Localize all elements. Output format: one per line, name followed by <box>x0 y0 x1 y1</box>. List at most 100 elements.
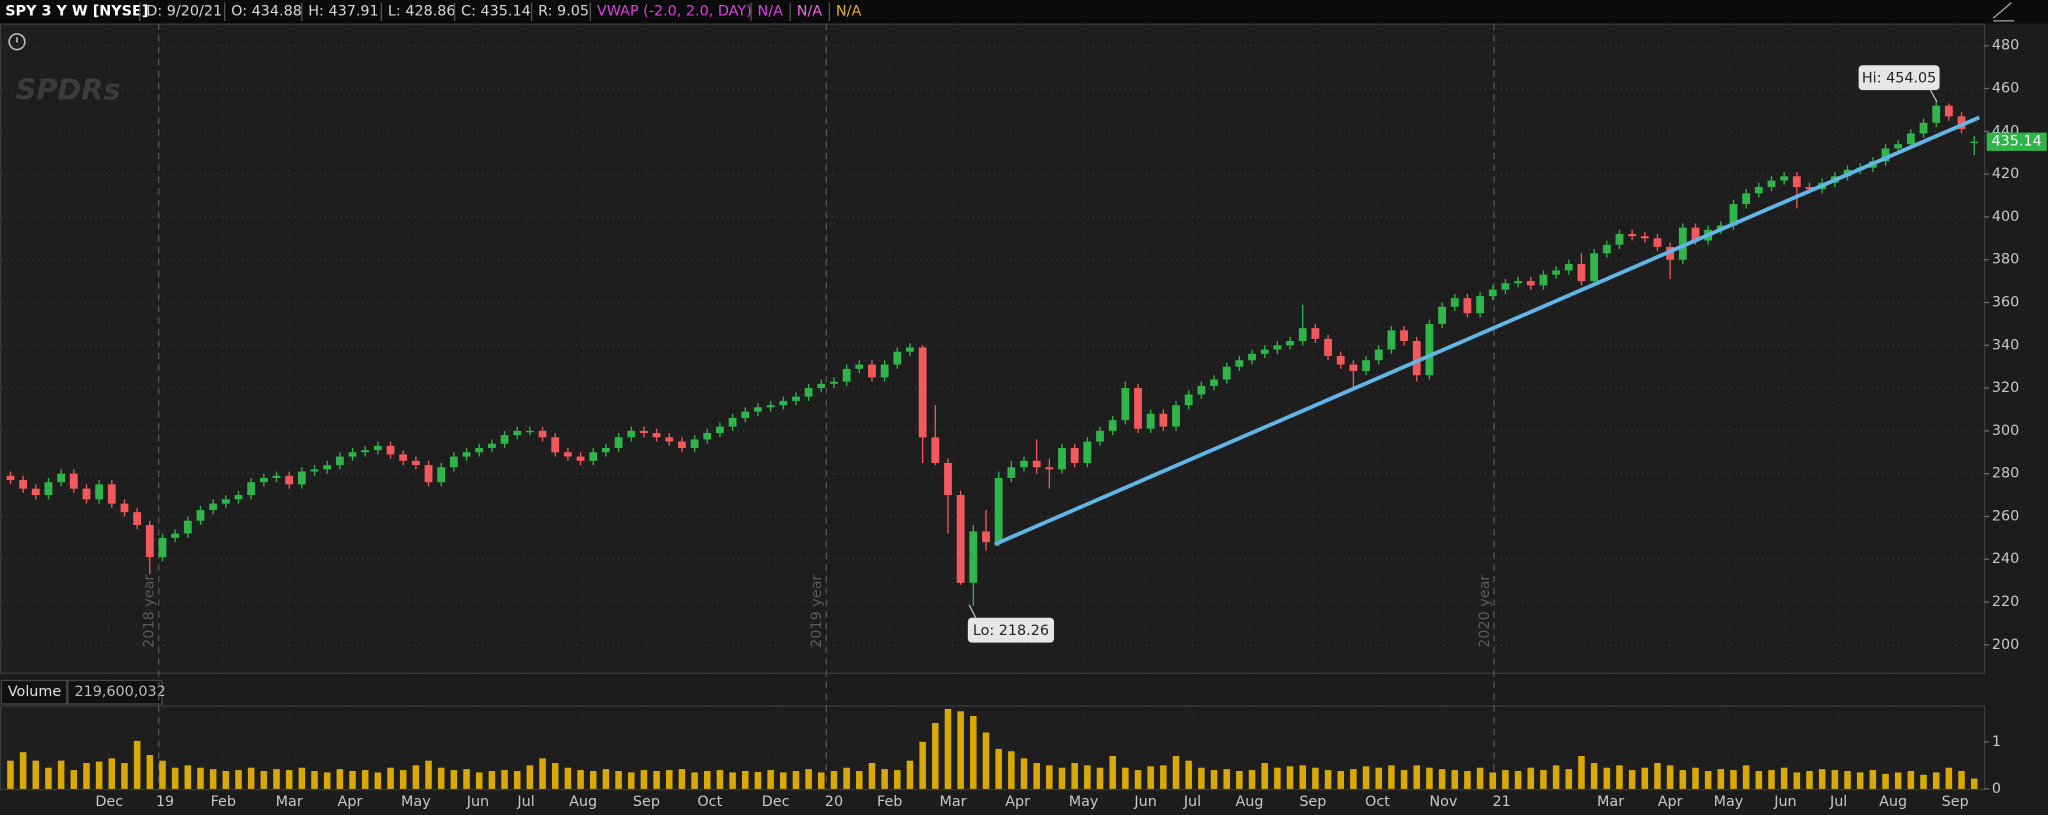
candle-body <box>1742 193 1751 205</box>
candle-body <box>1919 122 1928 134</box>
volume-bar <box>640 770 648 789</box>
volume-bar <box>1248 770 1256 789</box>
volume-bar <box>133 740 141 789</box>
volume-bar <box>742 771 749 789</box>
volume-bar <box>1768 770 1775 789</box>
candle-body <box>1159 413 1168 427</box>
candle-body <box>893 351 902 365</box>
volume-bar <box>1628 770 1636 789</box>
candle-body <box>716 426 724 434</box>
volume-bar <box>1134 770 1142 789</box>
readouts: D: 9/20/21 O: 434.88 H: 437.91 L: 428.86 C: … <box>139 2 861 21</box>
y-tick-label: 480 <box>1992 38 2019 54</box>
x-tick-label: Sep <box>1942 794 1969 810</box>
volume-bar <box>1020 758 1028 789</box>
volume-bar <box>1730 770 1737 789</box>
candle-body <box>1881 148 1890 162</box>
volume-bar <box>919 741 926 789</box>
volume-bar <box>1324 770 1332 789</box>
x-tick-label: Apr <box>1005 794 1030 810</box>
volume-bar <box>463 769 470 789</box>
info-icon[interactable] <box>8 33 26 51</box>
candle-body <box>1412 341 1421 376</box>
volume-bar <box>184 765 192 789</box>
volume-bar <box>564 767 572 789</box>
candle-body <box>627 430 636 438</box>
x-tick-label: Apr <box>1658 794 1683 810</box>
candle-body <box>1020 460 1028 468</box>
volume-bar <box>526 765 534 789</box>
readout: N/A <box>797 4 823 20</box>
readout: H: 437.91 <box>308 4 378 20</box>
candle-body <box>652 433 661 438</box>
volume-bar <box>197 767 204 789</box>
candle-body <box>1108 420 1117 431</box>
candle-body <box>462 452 471 457</box>
hi-pointer <box>1929 89 1938 103</box>
candle-body <box>779 400 788 406</box>
volume-bar <box>856 771 863 789</box>
candle-body <box>640 430 648 434</box>
volume-bar <box>1945 767 1953 789</box>
candle-body <box>297 471 306 485</box>
candle-body <box>1526 281 1535 286</box>
candle-body <box>538 430 547 438</box>
volume-bar <box>982 732 990 789</box>
candle-body <box>855 364 864 369</box>
candle-body <box>285 475 294 485</box>
volume-bar <box>1451 770 1459 789</box>
volume-bar <box>1261 763 1268 789</box>
y-tick-label: 280 <box>1992 466 2019 482</box>
lo-label: Lo: 218.26 <box>973 623 1049 639</box>
volume-bar <box>1033 763 1040 789</box>
x-tick-label: Dec <box>762 794 790 810</box>
candle-body <box>918 347 927 438</box>
volume-bar <box>1286 766 1294 789</box>
candle-body <box>969 531 978 583</box>
candle-body <box>209 503 218 511</box>
candle-body <box>906 347 914 352</box>
x-tick-label: May <box>1714 794 1744 810</box>
volume-bar <box>475 772 483 789</box>
x-tick-label: Jun <box>466 794 489 810</box>
x-tick-label: Jul <box>516 794 534 810</box>
volume-bar <box>425 760 432 789</box>
candle-body <box>120 503 129 513</box>
x-tick-label: Oct <box>1365 794 1390 810</box>
candle-body <box>1944 105 1953 117</box>
candle-body <box>1235 360 1244 367</box>
volume-bar <box>1046 765 1053 789</box>
volume-bar <box>1869 770 1877 789</box>
x-tick-label: Aug <box>1879 794 1907 810</box>
candle-body <box>1577 263 1586 282</box>
candle-body <box>386 445 395 455</box>
x-tick-label: May <box>1069 794 1099 810</box>
candle-body <box>1298 328 1307 342</box>
volume-bar <box>881 769 888 789</box>
y-tick-label: 240 <box>1992 551 2019 567</box>
candle-body <box>817 383 826 389</box>
volume-bar <box>780 772 787 789</box>
candle-body <box>931 437 940 463</box>
candle-body <box>1146 413 1155 429</box>
volume-bar <box>1071 763 1078 789</box>
candle-body <box>1754 186 1763 194</box>
candle-body <box>6 475 15 481</box>
x-tick-label: Aug <box>1235 794 1263 810</box>
candle-body <box>1425 323 1434 376</box>
volume-bar <box>1856 772 1864 789</box>
candle-body <box>1539 274 1548 286</box>
volume-bar <box>970 715 977 789</box>
volume-bar <box>209 769 217 789</box>
candle-body <box>563 452 572 457</box>
candle-body <box>1691 227 1700 241</box>
tool-icon[interactable] <box>1992 2 2015 22</box>
candle-body <box>183 520 192 534</box>
price-panel <box>0 23 1986 674</box>
volume-bar <box>589 771 597 789</box>
candle-body <box>1273 345 1282 350</box>
volume-bar <box>437 767 445 789</box>
volume-bar <box>704 771 711 789</box>
volume-bar <box>551 763 559 789</box>
